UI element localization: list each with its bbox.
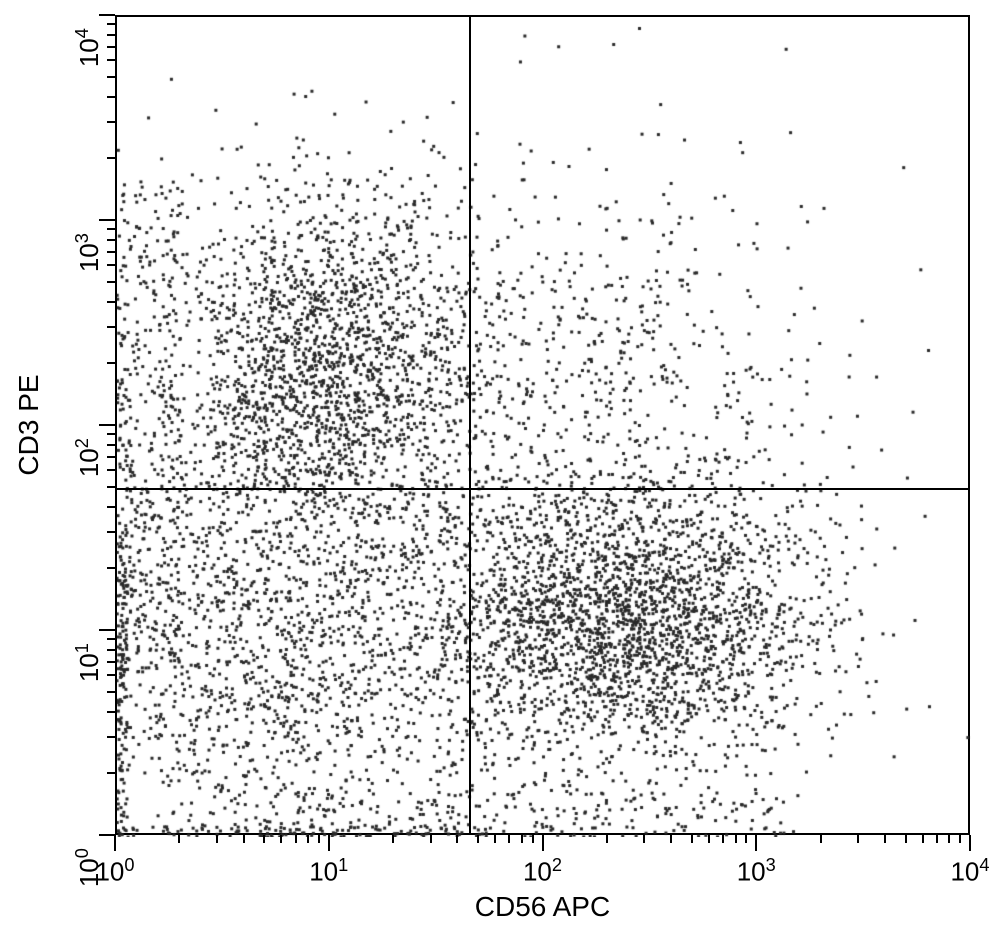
y-tick-label: 102	[72, 438, 105, 477]
x-tick-label: 104	[950, 855, 989, 888]
x-tick-label: 102	[523, 855, 562, 888]
scatter-points	[117, 17, 972, 837]
quadrant-line-horizontal	[117, 488, 968, 490]
y-axis-label: CD3 PE	[13, 374, 45, 475]
flow-cytometry-chart: 100101102103104 100101102103104 CD56 APC…	[0, 0, 1000, 941]
y-tick-label: 104	[72, 28, 105, 67]
plot-area	[115, 15, 970, 835]
quadrant-line-vertical	[469, 17, 471, 833]
x-tick-label: 103	[737, 855, 776, 888]
y-tick-label: 101	[72, 643, 105, 682]
y-tick-label: 103	[72, 233, 105, 272]
x-tick-label: 101	[309, 855, 348, 888]
y-tick-label: 100	[72, 848, 105, 887]
x-axis-label: CD56 APC	[475, 891, 610, 923]
